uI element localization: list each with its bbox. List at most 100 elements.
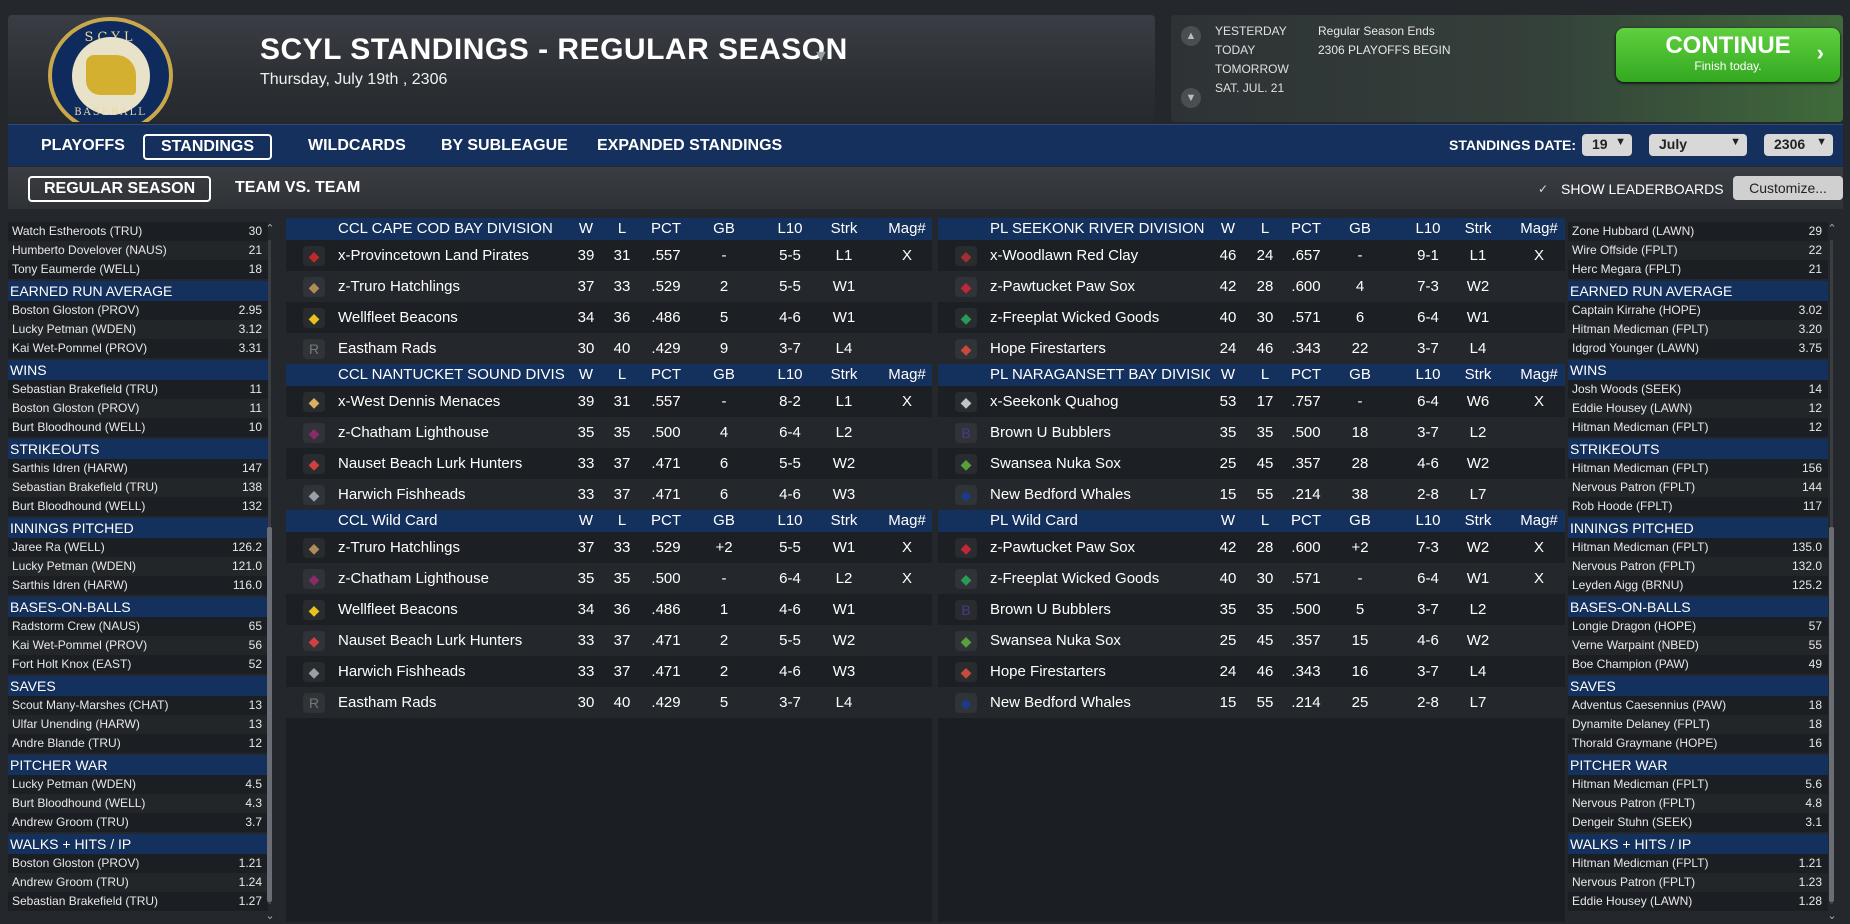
- player-name[interactable]: Hitman Medicman (FPLT): [1572, 856, 1709, 870]
- leaderboard-row[interactable]: Nervous Patron (FPLT) 4.8: [1568, 794, 1828, 813]
- team-name[interactable]: New Bedford Whales: [990, 694, 1131, 711]
- leaderboard-row[interactable]: Lucky Petman (WDEN) 3.12: [8, 320, 268, 339]
- team-row[interactable]: B Brown U Bubblers 35 35 .500 5 3-7 L2: [938, 594, 1565, 625]
- column-header[interactable]: W: [1220, 220, 1236, 237]
- player-name[interactable]: Burt Bloodhound (WELL): [12, 796, 146, 810]
- column-header[interactable]: Mag#: [1520, 512, 1558, 529]
- leaderboard-row[interactable]: Josh Woods (SEEK) 14: [1568, 380, 1828, 399]
- player-name[interactable]: Longie Dragon (HOPE): [1572, 619, 1697, 633]
- player-name[interactable]: Boston Gloston (PROV): [12, 303, 140, 317]
- day-select[interactable]: 19 ▼: [1582, 134, 1632, 156]
- player-name[interactable]: Wire Offside (FPLT): [1572, 243, 1678, 257]
- column-header[interactable]: GB: [1349, 366, 1371, 383]
- player-name[interactable]: Ulfar Unending (HARW): [12, 717, 140, 731]
- player-name[interactable]: Sebastian Brakefield (TRU): [12, 480, 159, 494]
- player-name[interactable]: Zone Hubbard (LAWN): [1572, 224, 1695, 238]
- calendar-up-icon[interactable]: ▲: [1181, 26, 1201, 46]
- leaderboard-row[interactable]: Kai Wet-Pommel (PROV) 56: [8, 636, 268, 655]
- tab-standings[interactable]: STANDINGS: [143, 134, 273, 160]
- team-name[interactable]: Eastham Rads: [338, 340, 437, 357]
- team-name[interactable]: Wellfleet Beacons: [338, 601, 458, 618]
- player-name[interactable]: Lucky Petman (WDEN): [12, 777, 137, 791]
- player-name[interactable]: Andrew Groom (TRU): [12, 815, 129, 829]
- player-name[interactable]: Eddie Housey (LAWN): [1572, 894, 1693, 908]
- column-header[interactable]: L10: [777, 366, 803, 383]
- leaderboard-row[interactable]: Boe Champion (PAW) 49: [1568, 655, 1828, 674]
- continue-button[interactable]: CONTINUE Finish today. ›: [1616, 28, 1840, 82]
- leaderboard-row[interactable]: Sarthis Idren (HARW) 116.0: [8, 576, 268, 595]
- subtab-regular-season[interactable]: REGULAR SEASON: [28, 176, 212, 202]
- column-header[interactable]: PCT: [651, 220, 681, 237]
- column-header[interactable]: Mag#: [1520, 366, 1558, 383]
- scroll-thumb[interactable]: [267, 527, 272, 902]
- team-name[interactable]: Wellfleet Beacons: [338, 309, 458, 326]
- team-name[interactable]: z-Truro Hatchlings: [338, 539, 460, 556]
- leaderboard-row[interactable]: Boston Gloston (PROV) 11: [8, 399, 268, 418]
- leaderboard-row[interactable]: Hitman Medicman (FPLT) 5.6: [1568, 775, 1828, 794]
- team-name[interactable]: Hope Firestarters: [990, 663, 1106, 680]
- month-select[interactable]: July ▼: [1649, 134, 1747, 156]
- team-row[interactable]: ◆ Wellfleet Beacons 34 36 .486 1 4-6 W1: [286, 594, 932, 625]
- team-name[interactable]: z-Freeplat Wicked Goods: [990, 309, 1160, 326]
- leaderboard-row[interactable]: Hitman Medicman (FPLT) 135.0: [1568, 538, 1828, 557]
- team-name[interactable]: Harwich Fishheads: [338, 486, 466, 503]
- leaderboard-row[interactable]: Longie Dragon (HOPE) 57: [1568, 617, 1828, 636]
- team-row[interactable]: B Brown U Bubblers 35 35 .500 18 3-7 L2: [938, 417, 1565, 448]
- leaderboard-row[interactable]: Idgrod Younger (LAWN) 3.75: [1568, 339, 1828, 358]
- team-row[interactable]: ◆ New Bedford Whales 15 55 .214 38 2-8 L7: [938, 479, 1565, 510]
- column-header[interactable]: W: [1220, 512, 1236, 529]
- player-name[interactable]: Hitman Medicman (FPLT): [1572, 540, 1709, 554]
- column-header[interactable]: Strk: [830, 366, 858, 383]
- team-row[interactable]: R Eastham Rads 30 40 .429 5 3-7 L4: [286, 687, 932, 718]
- leaderboard-row[interactable]: Nervous Patron (FPLT) 132.0: [1568, 557, 1828, 576]
- leaderboard-row[interactable]: Dengeir Stuhn (SEEK) 3.1: [1568, 813, 1828, 832]
- scroll-up-icon[interactable]: ⌃: [265, 223, 275, 235]
- column-header[interactable]: L: [1260, 220, 1270, 237]
- team-row[interactable]: ◆ Harwich Fishheads 33 37 .471 6 4-6 W3: [286, 479, 932, 510]
- player-name[interactable]: Hitman Medicman (FPLT): [1572, 420, 1709, 434]
- team-row[interactable]: ◆ Nauset Beach Lurk Hunters 33 37 .471 2 5-5 W2: [286, 625, 932, 656]
- leaderboard-row[interactable]: Leyden Aigg (BRNU) 125.2: [1568, 576, 1828, 595]
- leaderboard-row[interactable]: Thorald Graymane (HOPE) 16: [1568, 734, 1828, 753]
- team-row[interactable]: ◆ z-Pawtucket Paw Sox 42 28 .600 4 7-3 W2: [938, 271, 1565, 302]
- leaderboard-row[interactable]: Fort Holt Knox (EAST) 52: [8, 655, 268, 674]
- leaderboard-row[interactable]: Humberto Dovelover (NAUS) 21: [8, 241, 268, 260]
- leaderboard-row[interactable]: Tony Eaumerde (WELL) 18: [8, 260, 268, 279]
- column-header[interactable]: L10: [1415, 512, 1441, 529]
- calendar-down-icon[interactable]: ▼: [1181, 88, 1201, 108]
- column-header[interactable]: GB: [713, 366, 735, 383]
- team-row[interactable]: ◆ New Bedford Whales 15 55 .214 25 2-8 L7: [938, 687, 1565, 718]
- team-name[interactable]: Swansea Nuka Sox: [990, 455, 1121, 472]
- column-header[interactable]: L: [1260, 366, 1270, 383]
- player-name[interactable]: Rob Hoode (FPLT): [1572, 499, 1673, 513]
- column-header[interactable]: GB: [1349, 512, 1371, 529]
- player-name[interactable]: Lucky Petman (WDEN): [12, 322, 137, 336]
- column-header[interactable]: L: [617, 220, 627, 237]
- leaderboard-row[interactable]: Sebastian Brakefield (TRU) 138: [8, 478, 268, 497]
- team-name[interactable]: z-Chatham Lighthouse: [338, 570, 489, 587]
- team-name[interactable]: Swansea Nuka Sox: [990, 632, 1121, 649]
- tab-by-subleague[interactable]: BY SUBLEAGUE: [441, 137, 568, 154]
- player-name[interactable]: Burt Bloodhound (WELL): [12, 420, 146, 434]
- player-name[interactable]: Nervous Patron (FPLT): [1572, 480, 1696, 494]
- player-name[interactable]: Nervous Patron (FPLT): [1572, 875, 1696, 889]
- player-name[interactable]: Humberto Dovelover (NAUS): [12, 243, 167, 257]
- leaderboard-row[interactable]: Hitman Medicman (FPLT) 12: [1568, 418, 1828, 437]
- player-name[interactable]: Radstorm Crew (NAUS): [12, 619, 141, 633]
- player-name[interactable]: Hitman Medicman (FPLT): [1572, 322, 1709, 336]
- leaderboard-row[interactable]: Wire Offside (FPLT) 22: [1568, 241, 1828, 260]
- leaderboard-row[interactable]: Hitman Medicman (FPLT) 1.21: [1568, 854, 1828, 873]
- player-name[interactable]: Kai Wet-Pommel (PROV): [12, 341, 148, 355]
- column-header[interactable]: L10: [777, 512, 803, 529]
- column-header[interactable]: Strk: [1464, 220, 1492, 237]
- player-name[interactable]: Scout Many-Marshes (CHAT): [12, 698, 169, 712]
- leaderboard-row[interactable]: Zone Hubbard (LAWN) 29: [1568, 222, 1828, 241]
- column-header[interactable]: PCT: [651, 366, 681, 383]
- player-name[interactable]: Andre Blande (TRU): [12, 736, 121, 750]
- leaderboard-row[interactable]: Nervous Patron (FPLT) 1.23: [1568, 873, 1828, 892]
- team-name[interactable]: z-Pawtucket Paw Sox: [990, 278, 1136, 295]
- player-name[interactable]: Adventus Caesennius (PAW): [1572, 698, 1727, 712]
- player-name[interactable]: Lucky Petman (WDEN): [12, 559, 137, 573]
- team-name[interactable]: Eastham Rads: [338, 694, 437, 711]
- team-name[interactable]: z-Pawtucket Paw Sox: [990, 539, 1136, 556]
